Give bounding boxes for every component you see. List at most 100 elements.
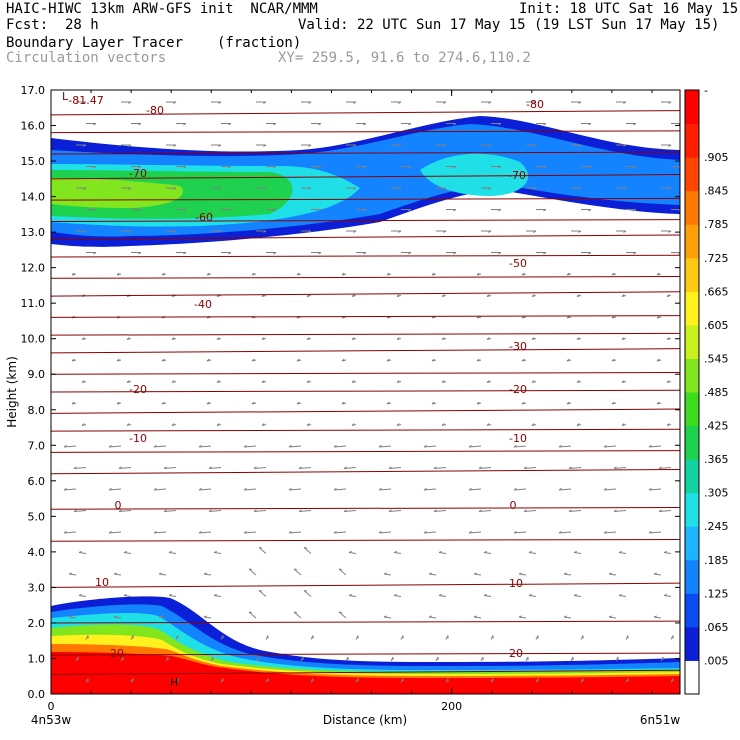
circulation-vector-head	[343, 509, 347, 512]
circulation-vector	[428, 573, 437, 576]
circulation-vector-head	[533, 230, 537, 233]
circulation-vector	[338, 611, 347, 619]
circulation-vector	[68, 573, 77, 576]
isotherm-line	[51, 174, 680, 180]
circulation-vector-head	[396, 337, 400, 340]
circulation-vector-head	[498, 166, 502, 169]
circulation-vector-head	[248, 568, 253, 571]
circulation-vector-head	[288, 444, 292, 448]
circulation-vector-head	[656, 401, 660, 405]
circulation-vector-head	[621, 380, 625, 383]
colorbar-label: .725	[704, 252, 729, 265]
circulation-vector-head	[531, 380, 535, 383]
isotherm-label: -10	[509, 432, 527, 445]
circulation-vector-head	[158, 615, 162, 618]
circulation-vector	[168, 595, 177, 597]
circulation-vector-head	[408, 166, 412, 169]
circulation-vector-head	[171, 380, 175, 383]
circulation-vector-head	[621, 294, 625, 297]
circulation-vector-head	[393, 593, 397, 596]
circulation-vector-head	[168, 550, 172, 553]
isotherm-label: 10	[95, 576, 109, 589]
circulation-vector	[393, 552, 402, 554]
x-axis: 0 200	[48, 90, 653, 713]
circulation-vector	[423, 531, 437, 534]
temperature-contours	[51, 110, 680, 675]
colorbar-segment	[685, 626, 699, 661]
circulation-vector-head	[478, 466, 482, 469]
circulation-vector-head	[318, 166, 322, 169]
circulation-vector-head	[408, 252, 412, 255]
circulation-vector-head	[333, 444, 337, 448]
isotherm-label: -10	[129, 432, 147, 445]
circulation-vector	[293, 568, 302, 576]
circulation-vector	[428, 616, 437, 619]
circulation-vector-head	[161, 401, 165, 405]
circulation-vector-head	[353, 230, 357, 233]
y-tick-label: 12.0	[21, 262, 46, 275]
circulation-vector	[528, 552, 537, 554]
colorbar-segment	[685, 559, 699, 594]
isotherm-line	[51, 234, 680, 240]
header-field-name: Boundary Layer Tracer	[6, 35, 184, 51]
circulation-vector-head	[531, 337, 535, 340]
circulation-vector-head	[308, 230, 312, 233]
circulation-vector	[478, 510, 492, 512]
circulation-vector	[208, 467, 222, 469]
circulation-vector-head	[338, 611, 343, 614]
isotherm-label: -50	[509, 257, 527, 270]
circulation-vector-head	[521, 272, 525, 276]
isotherm-label: -80	[526, 98, 544, 111]
circulation-vector-head	[468, 444, 472, 448]
colorbar-label: .185	[704, 554, 729, 567]
circulation-vector	[118, 510, 132, 512]
circulation-vector	[78, 595, 87, 597]
colorbar-label: .485	[704, 386, 729, 399]
circulation-vector-head	[568, 466, 572, 469]
x-tick-label: 0	[48, 700, 55, 713]
boundary-layer-band-6	[51, 652, 680, 694]
circulation-vector	[288, 531, 302, 534]
circulation-vector-head	[621, 337, 625, 340]
circulation-vector-head	[386, 358, 390, 362]
circulation-vector	[473, 616, 482, 619]
circulation-vector-head	[528, 550, 532, 553]
circulation-vector-head	[263, 144, 267, 147]
plot-frame	[50, 89, 681, 695]
circulation-vector-head	[498, 252, 502, 255]
colorbar-segment	[685, 593, 699, 628]
circulation-vector-head	[383, 572, 387, 575]
isotherm-line	[51, 506, 680, 510]
isotherm-line	[51, 219, 680, 222]
circulation-vector-head	[116, 272, 120, 276]
isotherm-label: 10	[509, 577, 523, 590]
circulation-vector	[603, 488, 617, 491]
circulation-vector-head	[83, 187, 87, 190]
circulation-vector	[653, 573, 662, 576]
circulation-vector-head	[78, 550, 82, 553]
circulation-vector-head	[613, 466, 617, 469]
circulation-vector-head	[341, 401, 345, 405]
colorbar-label: .005	[704, 654, 729, 667]
circulation-vector-head	[306, 337, 310, 340]
circulation-vector-head	[388, 509, 392, 512]
circulation-vector-head	[206, 272, 210, 276]
circulation-vector	[433, 467, 447, 469]
circulation-vector-head	[521, 401, 525, 405]
circulation-vector-head	[296, 401, 300, 405]
circulation-vector-head	[518, 572, 522, 575]
circulation-vector-head	[113, 572, 117, 575]
colorbar-segment	[685, 459, 699, 494]
colorbar-label: .545	[704, 352, 729, 365]
circulation-vector	[438, 552, 447, 554]
circulation-vector-head	[431, 358, 435, 362]
circulation-vector	[203, 573, 212, 576]
circulation-vector-head	[173, 187, 177, 190]
circulation-vector-head	[333, 530, 337, 534]
circulation-vector-head	[656, 358, 660, 362]
circulation-vector	[523, 510, 537, 512]
circulation-vector	[333, 488, 347, 491]
circulation-vector	[153, 531, 167, 534]
circulation-vector-head	[163, 466, 167, 469]
isotherm-line	[51, 620, 680, 624]
